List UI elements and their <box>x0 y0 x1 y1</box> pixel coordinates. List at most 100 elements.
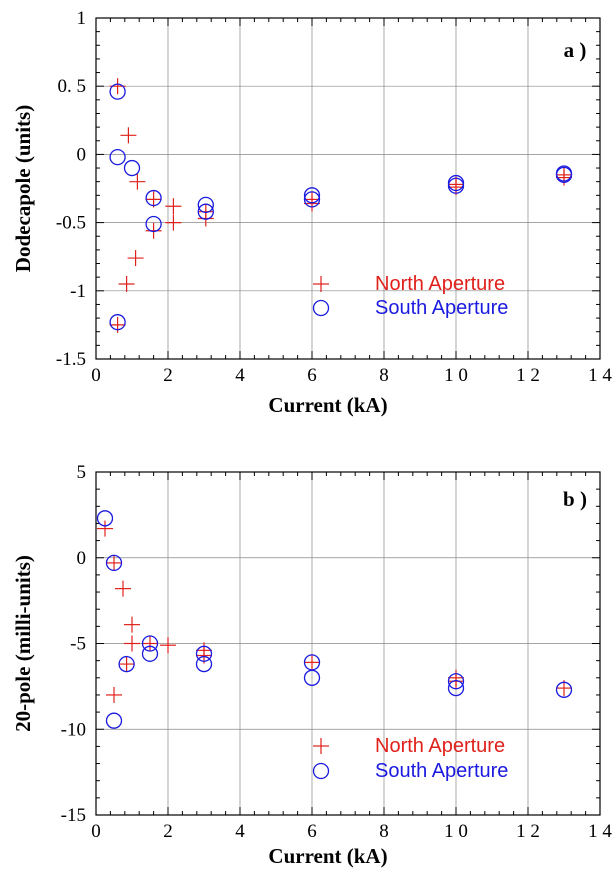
data-point <box>197 210 214 227</box>
data-point <box>109 316 126 333</box>
data-point <box>165 214 182 231</box>
x-tick-label: 1 4 <box>588 821 612 842</box>
x-axis-title: Current (kA) <box>268 393 387 417</box>
data-point <box>447 679 465 697</box>
grid <box>96 472 600 815</box>
data-point <box>105 712 123 729</box>
legend: North Aperture South Aperture <box>312 735 508 782</box>
data-point <box>304 195 320 212</box>
data-point <box>303 669 321 686</box>
data-point <box>447 177 465 194</box>
grid <box>96 18 600 359</box>
y-tick-label: -1 <box>70 281 86 302</box>
legend-plus-marker <box>313 276 329 292</box>
y-tick-label: -10 <box>61 719 86 740</box>
legend-label: North Aperture <box>375 273 505 295</box>
plot-frame <box>95 471 601 816</box>
x-tick-label: 0 <box>91 821 101 842</box>
data-point <box>142 635 158 652</box>
x-tick-label: 2 <box>163 365 173 386</box>
y-axis-title: 20-pole (milli-units) <box>11 555 35 732</box>
y-tick-label: 5 <box>77 462 87 483</box>
plot-frame <box>95 17 601 360</box>
data-point <box>447 673 465 690</box>
data-point <box>165 198 182 215</box>
x-tick-label: 0 <box>91 365 101 386</box>
data-point <box>141 635 159 652</box>
data-point <box>195 655 213 673</box>
data-point <box>105 554 123 572</box>
data-point <box>303 191 321 208</box>
data-point <box>118 656 135 673</box>
data-point <box>127 250 144 267</box>
data-point <box>118 275 135 292</box>
data-point <box>145 191 162 208</box>
x-tick-label: 1 2 <box>516 365 540 386</box>
data-point <box>141 645 159 662</box>
data-point <box>124 616 140 633</box>
x-tick-label: 4 <box>235 365 245 386</box>
x-axis-title: Current (kA) <box>268 844 387 868</box>
y-tick-label: 1 <box>77 8 87 29</box>
x-tick-label: 6 <box>307 821 317 842</box>
y-tick-label: -5 <box>70 634 86 655</box>
data-point <box>145 189 162 207</box>
data-point <box>106 686 122 703</box>
data-point <box>197 196 214 214</box>
x-tick-label: 8 <box>379 365 389 386</box>
data-point <box>555 681 573 698</box>
data-point <box>109 83 126 100</box>
y-tick-label: 0 <box>77 548 87 569</box>
x-tick-label: 2 <box>163 821 173 842</box>
y-tick-label: -15 <box>61 805 86 826</box>
data-point <box>106 554 122 571</box>
data-point <box>160 637 176 654</box>
data-point <box>303 187 321 204</box>
data-point <box>304 654 320 671</box>
data-point <box>124 635 140 652</box>
y-tick-label: -1.5 <box>56 349 86 370</box>
legend-label: South Aperture <box>375 760 508 782</box>
legend-circle-marker <box>312 299 330 317</box>
series-south <box>96 510 573 729</box>
panel-label: a ) <box>564 38 587 62</box>
y-tick-label: 0. 5 <box>58 76 87 97</box>
legend-label: North Aperture <box>375 735 505 757</box>
data-point <box>109 148 126 166</box>
data-point <box>195 645 213 662</box>
legend-label: South Aperture <box>375 297 508 319</box>
series-north <box>97 520 572 703</box>
x-tick-label: 1 0 <box>444 365 468 386</box>
series-south <box>109 83 573 331</box>
y-axis-title: Dodecapole (units) <box>11 105 35 272</box>
series-north <box>109 78 572 333</box>
data-point <box>120 127 137 144</box>
x-tick-label: 1 0 <box>444 821 468 842</box>
data-point <box>118 655 135 673</box>
data-point <box>145 222 162 239</box>
x-tick-label: 1 4 <box>588 365 612 386</box>
y-tick-label: 0 <box>77 144 87 165</box>
data-point <box>115 580 131 597</box>
data-point <box>109 314 126 331</box>
panel-label: b ) <box>563 487 587 511</box>
axis-ticks <box>95 17 601 360</box>
x-tick-label: 8 <box>379 821 389 842</box>
legend-plus-marker <box>313 738 329 754</box>
data-point <box>96 510 114 527</box>
data-point <box>555 166 573 184</box>
data-point <box>129 173 146 190</box>
y-tick-label: -0.5 <box>56 213 86 234</box>
legend-circle-marker <box>312 762 330 780</box>
data-point <box>123 159 141 177</box>
x-tick-label: 4 <box>235 821 245 842</box>
x-tick-label: 1 2 <box>516 821 540 842</box>
data-point <box>145 215 162 233</box>
data-point <box>97 520 113 537</box>
x-tick-label: 6 <box>307 365 317 386</box>
chart-panel-a: 0 2 4 6 8 1 0 1 2 1 4 -1.5 -1 -0.5 0 0. 5 1 Current (k… <box>11 8 612 417</box>
data-point <box>448 179 464 196</box>
